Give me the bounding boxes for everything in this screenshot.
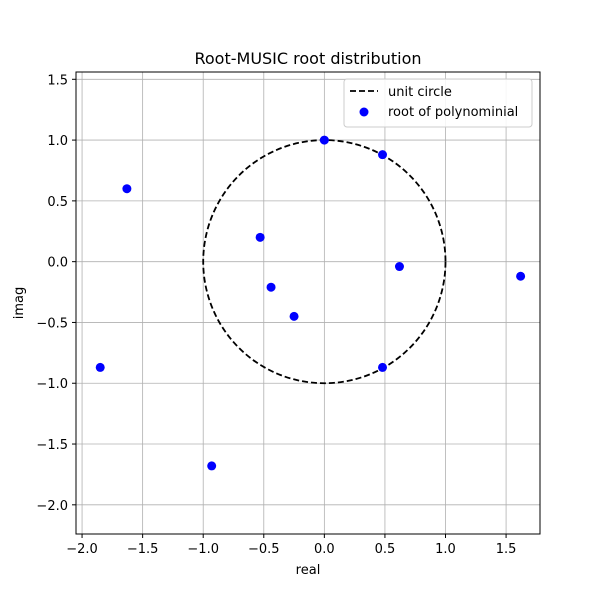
x-tick-label: 1.5 [496, 542, 517, 557]
root-point [207, 461, 217, 471]
root-point [378, 150, 388, 160]
x-tick-label: −2.0 [66, 542, 98, 557]
legend: unit circle root of polynominial [343, 78, 533, 128]
root-point [122, 184, 132, 194]
root-point [394, 262, 404, 272]
legend-marker-swatch [359, 107, 369, 117]
legend-label-roots: root of polynominial [388, 105, 518, 120]
y-tick-label: −0.5 [36, 316, 68, 331]
plot-frame [75, 71, 541, 535]
roots-series [95, 135, 526, 471]
x-tick-label: −1.5 [127, 542, 159, 557]
root-point [95, 362, 105, 372]
y-tick-label: 0.5 [47, 195, 68, 210]
x-tick-label: 0.0 [314, 542, 335, 557]
y-tick-label: −1.0 [36, 377, 68, 392]
y-tick-label: −1.5 [36, 438, 68, 453]
x-axis-label: real [296, 563, 321, 578]
grid [76, 72, 540, 534]
legend-box [343, 78, 533, 128]
x-tick-label: −1.0 [187, 542, 219, 557]
y-tick-label: −2.0 [36, 499, 68, 514]
root-point [255, 232, 265, 242]
root-point [266, 282, 276, 292]
x-tick-label: −0.5 [248, 542, 280, 557]
y-tick-label: 0.0 [47, 256, 68, 271]
root-point [516, 271, 526, 281]
root-point [289, 311, 299, 321]
x-tick-label: 0.5 [375, 542, 396, 557]
root-point [319, 135, 329, 145]
root-point [378, 362, 388, 372]
chart-title: Root-MUSIC root distribution [194, 49, 421, 68]
legend-label-unit-circle: unit circle [388, 85, 452, 100]
y-tick-label: 1.5 [47, 73, 68, 88]
y-tick-label: 1.0 [47, 134, 68, 149]
y-axis-label: imag [12, 287, 27, 320]
x-tick-label: 1.0 [435, 542, 456, 557]
axis-ticks: −2.0 −1.5 −1.0 −0.5 0.0 0.5 1.0 1.5 −2.0 −1.5 −1.0… [36, 73, 516, 557]
